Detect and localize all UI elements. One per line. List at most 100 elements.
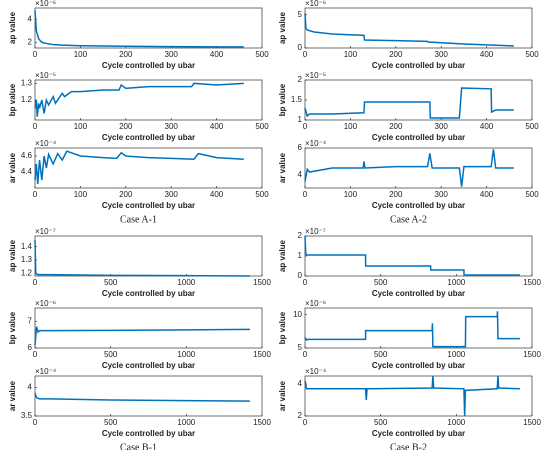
plot-frame (304, 235, 533, 277)
x-tick-label: 100 (344, 122, 358, 131)
axis-exponent: ×10⁻⁶ (35, 299, 56, 308)
x-tick-label: 500 (255, 190, 269, 199)
x-tick-label: 300 (165, 50, 179, 59)
y-tick-label: 4 (298, 170, 303, 179)
axis-exponent: ×10⁻⁵ (305, 71, 326, 80)
y-tick-label: 6 (298, 143, 303, 152)
x-tick-label: 1500 (253, 418, 271, 427)
plot-frame (304, 307, 533, 349)
y-tick-label: 1.3 (21, 78, 33, 87)
y-axis-label: bp value (278, 311, 287, 344)
plot-frame (34, 7, 263, 49)
x-tick-label: 0 (33, 278, 38, 287)
x-tick-label: 1000 (447, 278, 465, 287)
data-line (34, 150, 244, 185)
y-tick-label: 10 (293, 310, 302, 319)
x-tick-label: 300 (165, 190, 179, 199)
y-axis-label: ap value (8, 239, 17, 272)
y-tick-label: 4.4 (21, 167, 33, 176)
y-tick-label: 4.6 (21, 151, 33, 160)
y-axis-label: ar value (8, 380, 17, 411)
y-axis-label: bp value (278, 83, 287, 116)
data-line (304, 13, 514, 47)
data-line (304, 87, 514, 119)
x-tick-label: 400 (210, 50, 224, 59)
x-tick-label: 0 (303, 190, 308, 199)
y-tick-label: 1.5 (291, 95, 303, 104)
x-axis-label: Cycle controlled by ubar (102, 61, 195, 70)
y-tick-label: 6 (28, 343, 33, 352)
x-tick-label: 1000 (447, 350, 465, 359)
y-tick-label: 1.2 (21, 268, 33, 277)
x-tick-label: 500 (104, 418, 118, 427)
x-axis-label: Cycle controlled by ubar (102, 133, 195, 142)
x-tick-label: 500 (255, 122, 269, 131)
x-axis-label: Cycle controlled by ubar (372, 201, 465, 210)
plot-frame (34, 375, 263, 417)
x-tick-label: 0 (33, 190, 38, 199)
axis-exponent: ×10⁻⁴ (305, 367, 327, 376)
x-axis-label: Cycle controlled by ubar (102, 289, 195, 298)
x-tick-label: 1500 (253, 350, 271, 359)
data-line (34, 82, 244, 117)
x-axis-label: Cycle controlled by ubar (102, 361, 195, 370)
axis-exponent: ×10⁻⁶ (305, 0, 326, 8)
case-caption: Case B-2 (390, 442, 427, 450)
data-line (304, 375, 520, 417)
x-tick-label: 0 (303, 50, 308, 59)
x-tick-label: 1500 (253, 278, 271, 287)
y-tick-label: 1.2 (21, 95, 33, 104)
x-tick-label: 0 (303, 350, 308, 359)
x-tick-label: 500 (374, 350, 388, 359)
axis-exponent: ×10⁻⁶ (305, 299, 326, 308)
x-tick-label: 1000 (177, 350, 195, 359)
x-tick-label: 200 (389, 122, 403, 131)
y-axis-label: ap value (278, 239, 287, 272)
x-tick-label: 400 (480, 190, 494, 199)
y-tick-label: 3.5 (21, 411, 33, 420)
y-tick-label: 5 (298, 10, 303, 19)
data-line (34, 326, 250, 346)
x-tick-label: 0 (33, 50, 38, 59)
plot-frame (34, 147, 263, 189)
x-tick-label: 500 (374, 278, 388, 287)
x-axis-label: Cycle controlled by ubar (372, 361, 465, 370)
x-axis-label: Cycle controlled by ubar (372, 133, 465, 142)
x-tick-label: 500 (104, 350, 118, 359)
y-tick-label: 2 (298, 75, 303, 84)
axis-exponent: ×10⁻⁵ (35, 71, 56, 80)
y-tick-label: 5 (298, 343, 303, 352)
axis-exponent: ×10⁻⁷ (35, 227, 56, 236)
y-tick-label: 4 (28, 383, 33, 392)
x-tick-label: 400 (210, 122, 224, 131)
y-tick-label: 4 (28, 15, 33, 24)
y-tick-label: 2 (298, 231, 303, 240)
x-tick-label: 1000 (447, 418, 465, 427)
y-tick-label: 1 (298, 115, 303, 124)
x-tick-label: 0 (33, 122, 38, 131)
plot-frame (34, 307, 263, 349)
x-tick-label: 300 (435, 190, 449, 199)
x-tick-label: 0 (303, 418, 308, 427)
x-axis-label: Cycle controlled by ubar (102, 429, 195, 438)
x-tick-label: 200 (389, 50, 403, 59)
x-tick-label: 0 (303, 122, 308, 131)
x-tick-label: 500 (255, 50, 269, 59)
y-tick-label: 2 (28, 37, 33, 46)
data-line (34, 392, 250, 402)
x-tick-label: 500 (525, 190, 539, 199)
axis-exponent: ×10⁻⁴ (35, 367, 57, 376)
x-tick-label: 200 (119, 190, 133, 199)
y-axis-label: ar value (8, 152, 17, 183)
x-tick-label: 0 (33, 350, 38, 359)
x-axis-label: Cycle controlled by ubar (372, 289, 465, 298)
x-tick-label: 100 (74, 190, 88, 199)
case-caption: Case B-1 (120, 442, 157, 450)
data-line (34, 239, 250, 277)
x-tick-label: 1500 (523, 278, 541, 287)
x-tick-label: 200 (119, 50, 133, 59)
plot-frame (304, 7, 533, 49)
x-tick-label: 200 (119, 122, 133, 131)
x-tick-label: 0 (303, 278, 308, 287)
